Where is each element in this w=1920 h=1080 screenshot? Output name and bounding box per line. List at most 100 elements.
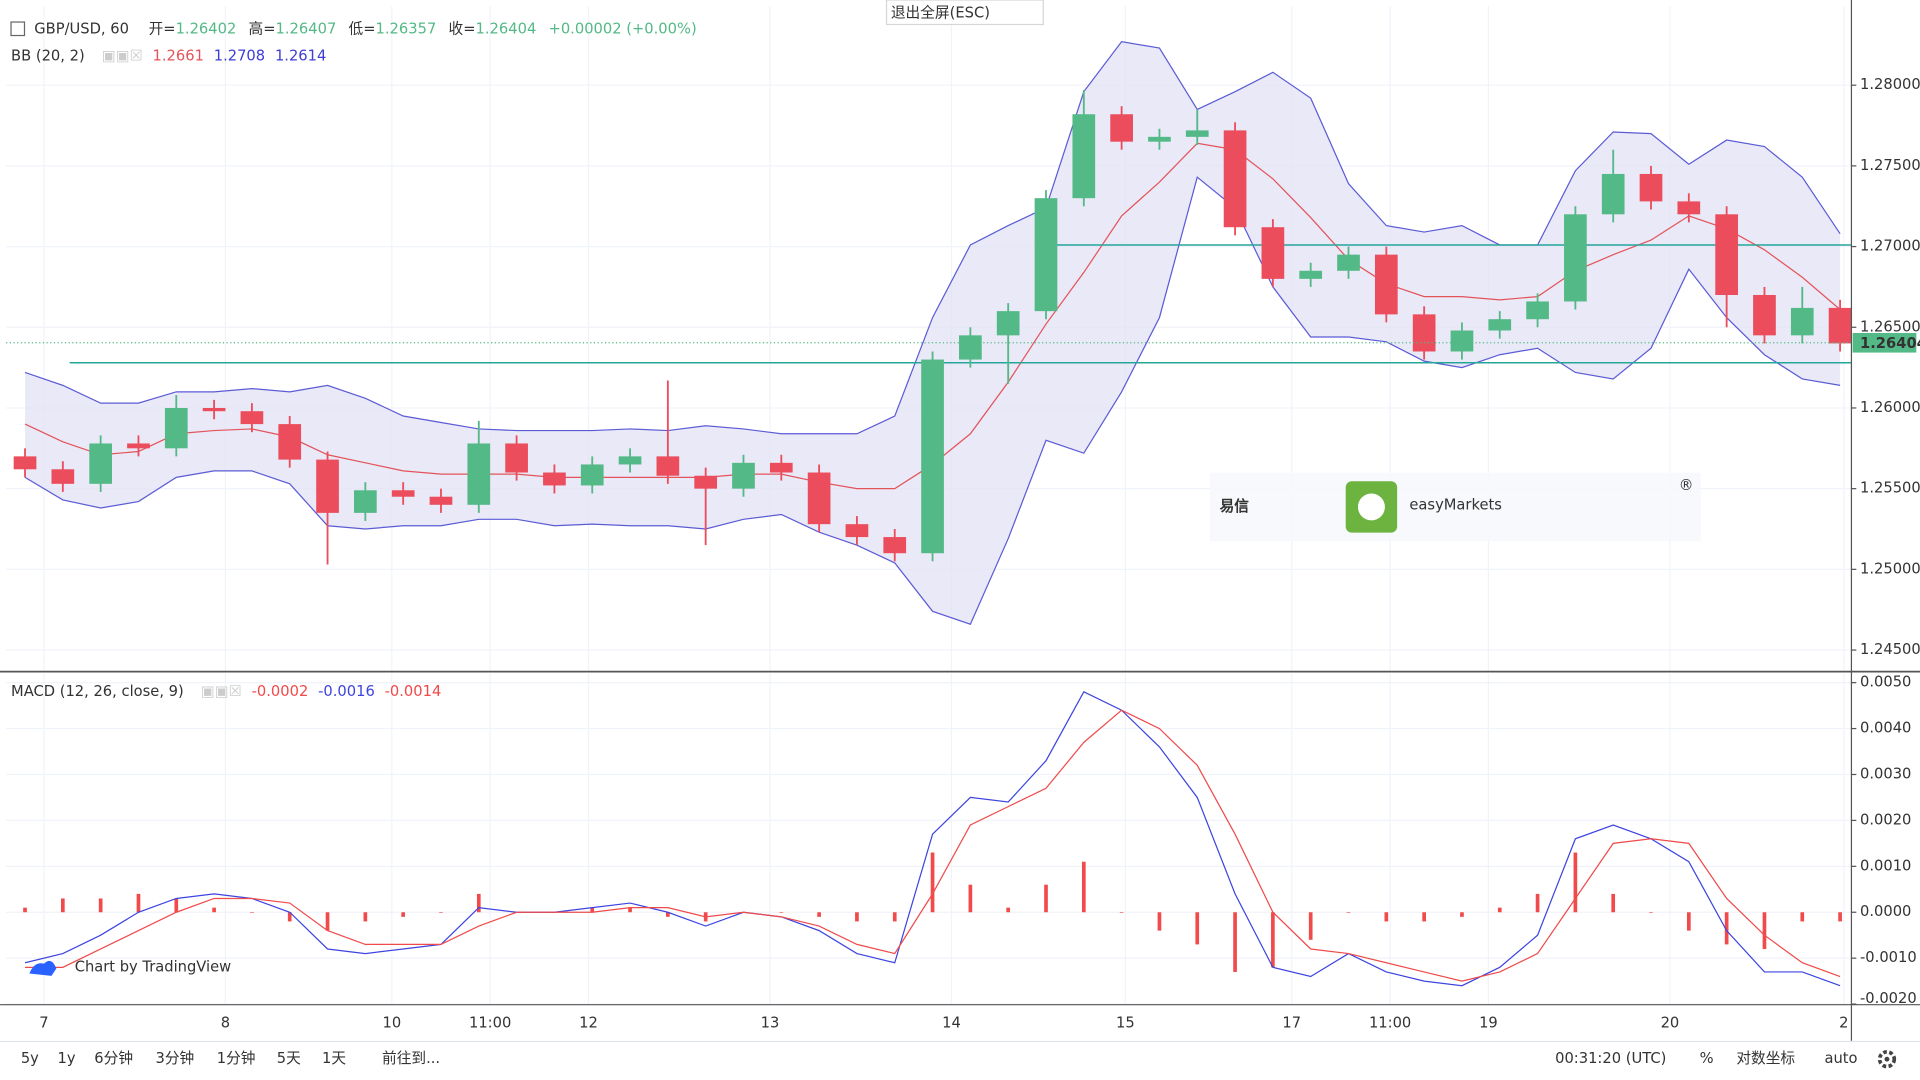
indicator-controls: ▣▣☒ (201, 683, 242, 700)
histogram-bar (1157, 912, 1162, 931)
histogram-bar (174, 898, 179, 913)
indicator-value: -0.0016 (318, 683, 375, 700)
histogram-bar (1271, 912, 1275, 968)
histogram-bar (1724, 912, 1729, 945)
candle-body (1412, 314, 1436, 352)
candle-body (1715, 214, 1738, 295)
candle-body (959, 335, 982, 360)
candle-body (1185, 130, 1209, 137)
indicator-controls: ▣▣☒ (102, 47, 143, 64)
x-tick-label: 7 (39, 1015, 48, 1032)
x-tick-label: 20 (1661, 1015, 1680, 1032)
candle-body (1526, 301, 1549, 320)
scale-button[interactable]: % (1700, 1050, 1714, 1067)
watermark-cn: 易信 (1220, 497, 1250, 515)
interval-button[interactable]: 1y (58, 1050, 76, 1067)
histogram-bar (1384, 912, 1389, 922)
candle-body (656, 456, 680, 476)
candle-body (543, 472, 566, 486)
histogram-bar (98, 898, 103, 913)
y-tick-label: 1.28000 (1860, 76, 1920, 93)
x-tick-label: 15 (1116, 1015, 1135, 1032)
histogram-bar (1195, 912, 1200, 945)
change: +0.00002 (+0.00%) (549, 20, 697, 37)
histogram-bar (1573, 852, 1578, 913)
y-tick-label: 0.0050 (1860, 674, 1911, 691)
histogram-bar (1497, 907, 1502, 913)
y-tick-label: 1.24500 (1860, 641, 1920, 658)
histogram-bar (1762, 912, 1767, 949)
y-tick-label: 0.0030 (1860, 765, 1911, 782)
legend-row: GBP/USD, 60 开=1.26402 高=1.26407 低=1.26357 收=… (34, 20, 696, 37)
scale-button[interactable]: auto (1824, 1050, 1857, 1067)
macd-line (24, 691, 1841, 987)
plot (6, 40, 1857, 1005)
histogram-bar (930, 852, 935, 913)
interval-button[interactable]: 3分钟 (156, 1050, 195, 1067)
exit-fullscreen-button[interactable] (885, 0, 1044, 26)
y-tick-label: -0.0010 (1860, 949, 1917, 966)
symbol-title: GBP/USD, 60 (34, 20, 129, 37)
candle-body (1564, 214, 1587, 302)
candle-body (1261, 227, 1285, 279)
histogram-bar (1422, 912, 1426, 922)
exit-fullscreen-label[interactable]: 退出全屏(ESC) (891, 3, 990, 21)
candle-body (807, 472, 831, 525)
candle-body (127, 443, 150, 449)
candle-body (921, 359, 944, 554)
histogram-bar (439, 912, 443, 913)
watermark-brand: easyMarkets (1409, 497, 1502, 514)
candle-body (89, 443, 113, 484)
candle-body (1601, 173, 1625, 215)
toolbar: 7 8 10 11:00 12 13 14 15 17 11:00 19 20 2 1.28000 1.27… (21, 76, 1920, 1067)
attribution[interactable]: Chart by TradingView (75, 958, 231, 975)
goto-button[interactable]: 前往到... (382, 1050, 440, 1067)
histogram-bar (1611, 893, 1616, 913)
histogram-bar (590, 907, 595, 913)
candle-body (354, 490, 377, 513)
watermark-mark: ® (1679, 477, 1694, 494)
interval-button[interactable]: 5y (21, 1050, 39, 1067)
interval-button[interactable]: 6分钟 (94, 1050, 133, 1067)
histogram-bar (1308, 912, 1313, 940)
candle-body (996, 311, 1020, 336)
interval-button[interactable]: 5天 (277, 1050, 301, 1067)
tradingview-logo (29, 960, 57, 976)
candle-body (1110, 114, 1133, 142)
last-price-label: 1.26404 (1860, 335, 1920, 352)
histogram-bar (817, 912, 821, 917)
x-tick-label: 11:00 (1369, 1015, 1411, 1032)
y-tick-label: 1.27000 (1860, 238, 1920, 255)
indicator-legend: MACD (12, 26, close, 9) ▣▣☒ -0.0002 -0.0016… (11, 683, 441, 700)
histogram-bar (1535, 893, 1540, 913)
indicator-name: BB (20, 2) (11, 47, 85, 64)
candle-body (164, 407, 188, 449)
candle-body (429, 496, 453, 505)
candle-body (769, 462, 793, 473)
x-tick-label: 11:00 (469, 1015, 511, 1032)
histogram-bar (1800, 912, 1805, 922)
ohlc-value: 1.26404 (476, 20, 537, 37)
indicator-legend: BB (20, 2) ▣▣☒ 1.2661 1.2708 1.2614 (11, 47, 326, 64)
ohlc-value: 1.26402 (176, 20, 237, 37)
indicator-value: 1.2614 (275, 47, 326, 64)
histogram-bar (287, 912, 292, 922)
settings-icon-center[interactable] (1884, 1056, 1890, 1062)
histogram-bar (476, 893, 481, 913)
interval-button[interactable]: 1分钟 (217, 1050, 256, 1067)
candle-body (505, 443, 528, 473)
histogram-bar (628, 907, 632, 913)
histogram-bar (61, 898, 65, 913)
scale-button[interactable]: 对数坐标 (1736, 1050, 1795, 1067)
candle-body (1337, 254, 1360, 271)
legend-icon (10, 21, 26, 37)
histogram-bar (250, 912, 254, 913)
histogram-bar (1119, 912, 1124, 913)
candle-body (845, 524, 869, 538)
ohlc-label: 开= (149, 20, 176, 37)
interval-button[interactable]: 1天 (322, 1050, 346, 1067)
settings-icon[interactable] (1877, 1050, 1897, 1069)
histogram-bar (666, 912, 670, 917)
last-price-tag (1852, 332, 1917, 353)
